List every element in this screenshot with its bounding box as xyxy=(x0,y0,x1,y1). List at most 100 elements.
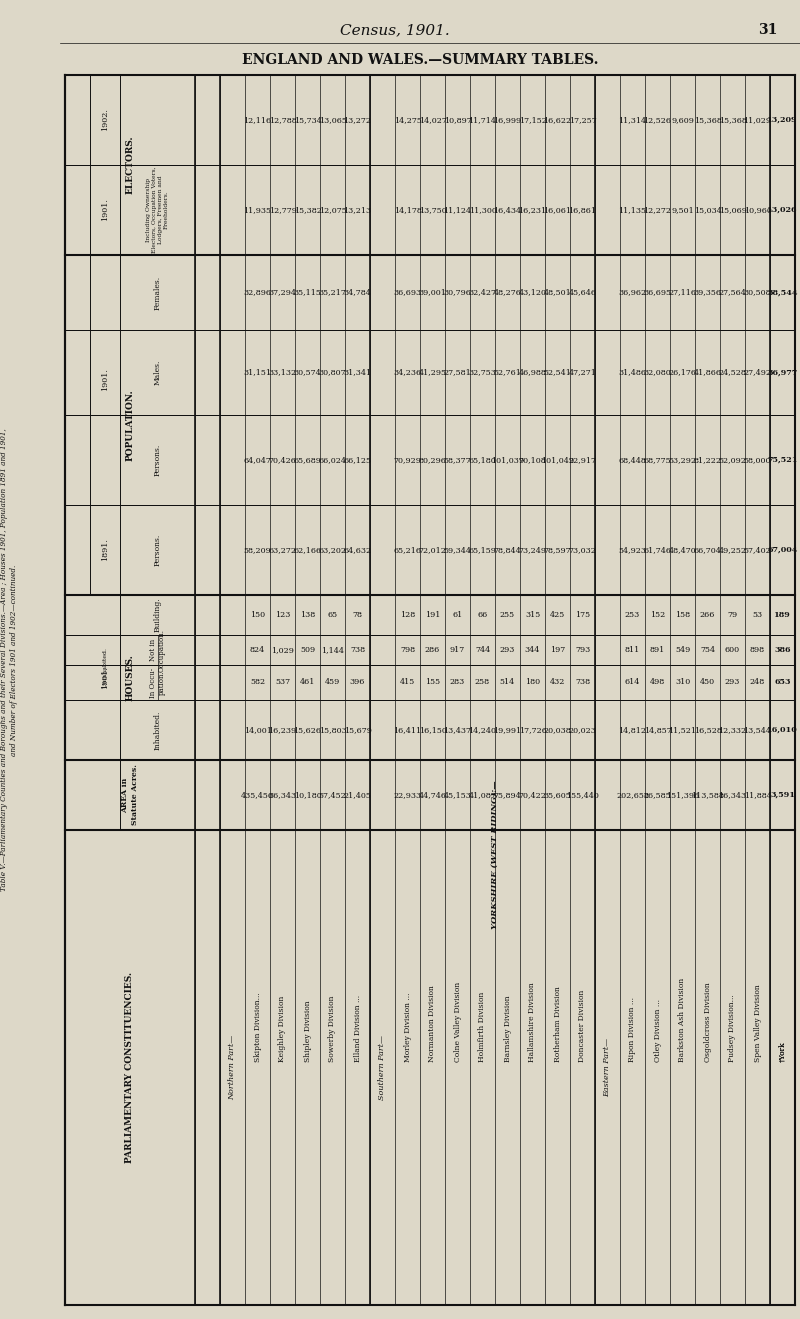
Text: Morley Division ...: Morley Division ... xyxy=(403,993,411,1063)
Text: 38,544: 38,544 xyxy=(767,289,798,297)
Text: Normanton Division: Normanton Division xyxy=(429,985,437,1063)
Text: 32,753: 32,753 xyxy=(469,368,497,376)
Text: 614: 614 xyxy=(625,678,640,686)
Text: 41,295: 41,295 xyxy=(418,368,446,376)
Text: 37,294: 37,294 xyxy=(269,289,297,297)
Text: 1901.: 1901. xyxy=(101,666,109,689)
Text: Ripon Division ...: Ripon Division ... xyxy=(629,997,637,1063)
Text: Keighley Division: Keighley Division xyxy=(278,996,286,1063)
Text: Eastern Part—: Eastern Part— xyxy=(603,1038,611,1097)
Text: 10,960: 10,960 xyxy=(743,206,771,214)
Text: 3,591: 3,591 xyxy=(770,791,795,799)
Text: AREA in
Statute Acres.: AREA in Statute Acres. xyxy=(122,765,138,826)
Text: 12,779: 12,779 xyxy=(269,206,297,214)
Text: HOUSES.: HOUSES. xyxy=(126,654,134,700)
Text: 67,004: 67,004 xyxy=(767,546,798,554)
Text: 10,897: 10,897 xyxy=(444,116,471,124)
Text: 36,343: 36,343 xyxy=(269,791,297,799)
Text: ELECTORS.: ELECTORS. xyxy=(126,136,134,194)
Text: 11,935: 11,935 xyxy=(243,206,271,214)
Text: 72,012: 72,012 xyxy=(418,546,446,554)
Text: 13,437: 13,437 xyxy=(443,725,471,733)
Text: 16,528: 16,528 xyxy=(694,725,722,733)
Text: 151,396: 151,396 xyxy=(666,791,699,799)
Text: 1,144: 1,144 xyxy=(321,646,344,654)
Text: Barkston Ash Division: Barkston Ash Division xyxy=(678,979,686,1063)
Text: 14,812: 14,812 xyxy=(618,725,646,733)
Text: Pudsey Division...: Pudsey Division... xyxy=(729,995,737,1063)
Text: 36,977: 36,977 xyxy=(767,368,798,376)
Text: 14,275: 14,275 xyxy=(394,116,422,124)
Text: 9,609: 9,609 xyxy=(671,116,694,124)
Text: 26,176: 26,176 xyxy=(669,368,697,376)
Text: PARLIAMENTARY CONSTITUENCIES.: PARLIAMENTARY CONSTITUENCIES. xyxy=(126,972,134,1163)
Text: 31,151: 31,151 xyxy=(243,368,271,376)
Text: 68,775: 68,775 xyxy=(644,456,671,464)
Text: 15,734: 15,734 xyxy=(294,116,322,124)
Text: 54,923: 54,923 xyxy=(618,546,646,554)
Text: 197: 197 xyxy=(550,646,565,654)
Text: 798: 798 xyxy=(400,646,415,654)
Text: 793: 793 xyxy=(575,646,590,654)
Text: 16,150: 16,150 xyxy=(418,725,446,733)
Text: 582: 582 xyxy=(250,678,265,686)
Text: 15,626: 15,626 xyxy=(294,725,322,733)
Text: 14,027: 14,027 xyxy=(418,116,446,124)
Text: 65,216: 65,216 xyxy=(394,546,422,554)
Text: 66: 66 xyxy=(478,611,488,619)
Text: POPULATION.: POPULATION. xyxy=(126,389,134,460)
Text: YORKSHIRE (WEST RIDING):—: YORKSHIRE (WEST RIDING):— xyxy=(491,781,499,930)
Text: 32,080: 32,080 xyxy=(644,368,671,376)
Text: 81,222: 81,222 xyxy=(694,456,722,464)
Text: 80,296: 80,296 xyxy=(418,456,446,464)
Text: 498: 498 xyxy=(650,678,665,686)
Text: 14,178: 14,178 xyxy=(394,206,422,214)
Text: 600: 600 xyxy=(725,646,740,654)
Text: 27,116: 27,116 xyxy=(669,289,697,297)
Text: 17,726: 17,726 xyxy=(518,725,546,733)
Text: Persons.: Persons. xyxy=(154,534,162,566)
Text: 62,166: 62,166 xyxy=(294,546,322,554)
Text: 138: 138 xyxy=(300,611,315,619)
Text: 13,026: 13,026 xyxy=(767,206,798,214)
Text: In Occu-
pation.: In Occu- pation. xyxy=(149,667,166,698)
Text: 180: 180 xyxy=(525,678,540,686)
Text: 73,032: 73,032 xyxy=(569,546,597,554)
Text: 16,061: 16,061 xyxy=(543,206,571,214)
Text: 19,991: 19,991 xyxy=(494,725,522,733)
Text: 65,180: 65,180 xyxy=(469,456,496,464)
Text: 31,486: 31,486 xyxy=(618,368,646,376)
Text: 1,029: 1,029 xyxy=(271,646,294,654)
Text: 35,217: 35,217 xyxy=(318,289,346,297)
Text: Hallamshire Division: Hallamshire Division xyxy=(529,983,537,1063)
Text: 33,132: 33,132 xyxy=(269,368,297,376)
Text: ENGLAND AND WALES.—SUMMARY TABLES.: ENGLAND AND WALES.—SUMMARY TABLES. xyxy=(242,53,598,67)
Text: 917: 917 xyxy=(450,646,465,654)
Text: 11,521: 11,521 xyxy=(669,725,697,733)
Text: 49,252: 49,252 xyxy=(718,546,746,554)
Text: Doncaster Division: Doncaster Division xyxy=(578,991,586,1063)
Text: 13,209: 13,209 xyxy=(767,116,798,124)
Text: 16,010: 16,010 xyxy=(767,725,798,733)
Text: Colne Valley Division: Colne Valley Division xyxy=(454,983,462,1063)
Text: 101,037: 101,037 xyxy=(491,456,524,464)
Text: 754: 754 xyxy=(700,646,715,654)
Text: 92,917: 92,917 xyxy=(569,456,597,464)
Text: 13,065: 13,065 xyxy=(318,116,346,124)
Text: Barnsley Division: Barnsley Division xyxy=(503,996,511,1063)
Text: Osgoldcross Division: Osgoldcross Division xyxy=(703,983,711,1063)
Text: 286: 286 xyxy=(425,646,440,654)
Text: 9,501: 9,501 xyxy=(671,206,694,214)
Text: 31: 31 xyxy=(758,22,778,37)
Text: Elland Division ...: Elland Division ... xyxy=(354,996,362,1063)
Text: 27,564: 27,564 xyxy=(718,289,746,297)
Text: 27,492: 27,492 xyxy=(743,368,771,376)
Text: 70,422: 70,422 xyxy=(518,791,546,799)
Text: 248: 248 xyxy=(750,678,765,686)
Text: 63,202: 63,202 xyxy=(318,546,346,554)
Text: 14,240: 14,240 xyxy=(469,725,497,733)
Text: Sowerby Division: Sowerby Division xyxy=(329,996,337,1063)
Text: Census, 1901.: Census, 1901. xyxy=(340,22,450,37)
Text: 811: 811 xyxy=(625,646,640,654)
Text: 549: 549 xyxy=(675,646,690,654)
